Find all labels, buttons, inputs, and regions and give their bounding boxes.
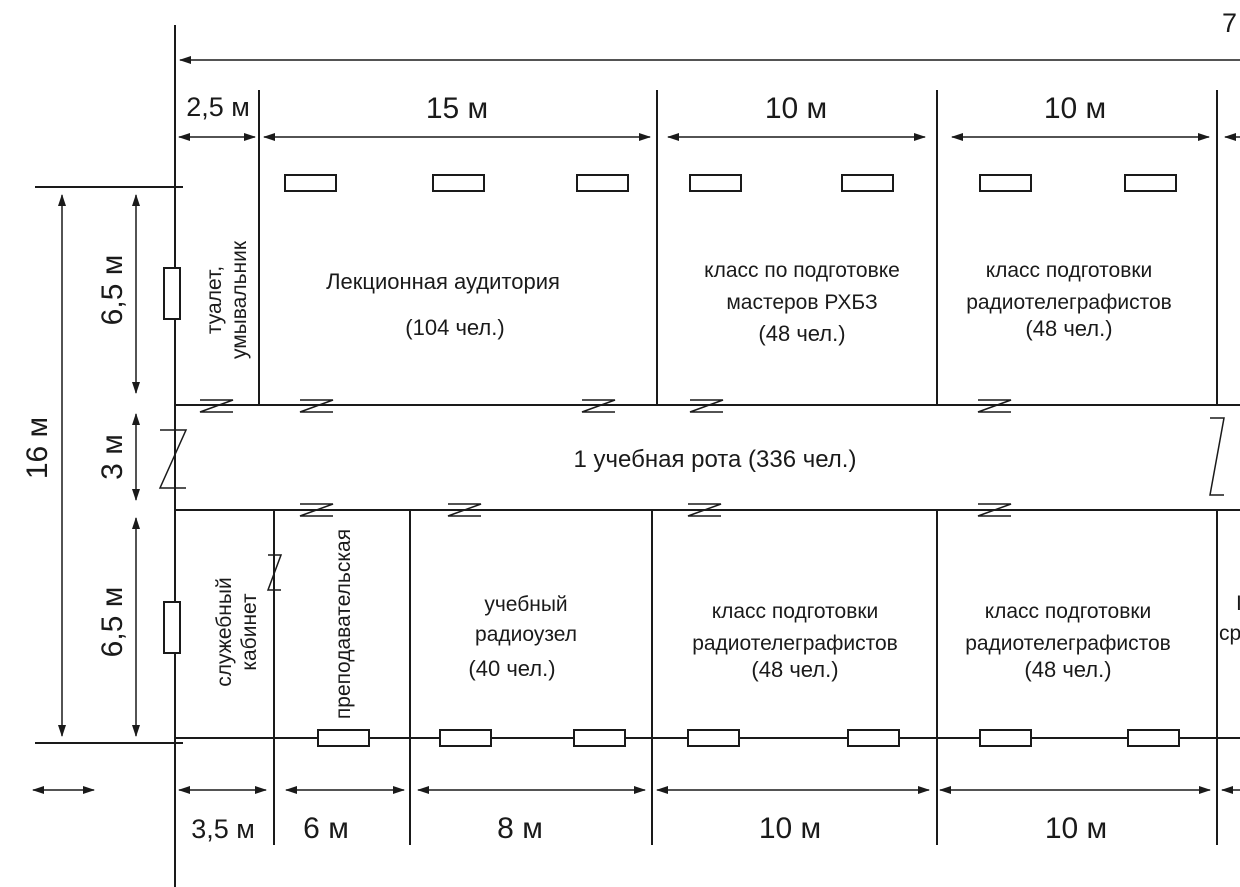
- dim-label-bottom-office: 3,5 м: [191, 814, 255, 844]
- windows: [163, 174, 1180, 747]
- dim-label-top-lecture: 15 м: [426, 92, 488, 125]
- room-label-line: радиотелеграфистов: [965, 632, 1171, 655]
- dim-label-left-bottom-rooms: 6,5 м: [96, 587, 129, 658]
- window: [1124, 174, 1177, 192]
- overall-width-label: 7: [1222, 8, 1237, 38]
- room-label-line: умывальник: [228, 240, 251, 359]
- door-symbol: [447, 503, 482, 517]
- window: [439, 729, 492, 747]
- dim-label-top-toilet: 2,5 м: [186, 92, 250, 122]
- door-symbol: [977, 503, 1012, 517]
- room-label-line: сре: [1219, 622, 1240, 645]
- dim-label-left-top-rooms: 6,5 м: [96, 255, 129, 326]
- room-capacity: (104 чел.): [405, 315, 504, 340]
- window: [163, 601, 181, 654]
- room-capacity: (48 чел.): [1025, 316, 1112, 341]
- door-symbol: [266, 554, 283, 591]
- window: [576, 174, 629, 192]
- room-label-line: класс подготовки: [985, 600, 1152, 623]
- room-label-line: радиоузел: [475, 623, 577, 646]
- room-cut-off: I сре: [1219, 592, 1240, 645]
- window: [979, 729, 1032, 747]
- room-lecture-hall: Лекционная аудитория (104 чел.): [326, 269, 560, 340]
- room-capacity: (48 чел.): [1024, 657, 1111, 682]
- room-label-line: класс подготовки: [712, 600, 879, 623]
- room-capacity: (48 чел.): [758, 321, 845, 346]
- window: [1127, 729, 1180, 747]
- door-symbol: [199, 399, 234, 413]
- window: [847, 729, 900, 747]
- room-capacity: (40 чел.): [468, 656, 555, 681]
- room-radio-node: учебный радиоузел (40 чел.): [468, 593, 577, 681]
- room-label-line: радиотелеграфистов: [692, 632, 898, 655]
- dim-label-top-rhbz: 10 м: [765, 92, 827, 125]
- window: [841, 174, 894, 192]
- door-symbol: [977, 399, 1012, 413]
- door-symbol: [1209, 417, 1225, 496]
- room-radio-class-top: класс подготовки радиотелеграфистов (48 …: [966, 259, 1172, 341]
- room-rhbz-class: класс по подготовке мастеров РХБЗ (48 че…: [704, 259, 900, 346]
- dim-label-bottom-class2: 10 м: [1045, 812, 1107, 845]
- dim-label-top-radio: 10 м: [1044, 92, 1106, 125]
- room-office: служебный кабинет: [213, 577, 261, 686]
- dim-label-bottom-class1: 10 м: [759, 812, 821, 845]
- dim-label-left-total: 16 м: [21, 417, 54, 479]
- door-symbol: [299, 503, 334, 517]
- door-symbol: [687, 503, 722, 517]
- door-symbol: [299, 399, 334, 413]
- room-radio-class-bottom-1: класс подготовки радиотелеграфистов (48 …: [692, 600, 898, 682]
- corridor-label: 1 учебная рота (336 чел.): [574, 446, 857, 473]
- window: [687, 729, 740, 747]
- room-capacity: (48 чел.): [751, 657, 838, 682]
- window: [284, 174, 337, 192]
- door-symbol: [689, 399, 724, 413]
- room-label-line: I: [1236, 592, 1240, 615]
- room-title: Лекционная аудитория: [326, 269, 560, 294]
- room-label-line: мастеров РХБЗ: [726, 291, 877, 314]
- room-radio-class-bottom-2: класс подготовки радиотелеграфистов (48 …: [965, 600, 1171, 682]
- room-label-line: преподавательская: [332, 529, 355, 719]
- window: [163, 267, 181, 320]
- window: [689, 174, 742, 192]
- dimension-arrows: [32, 56, 1240, 794]
- room-label-line: класс подготовки: [986, 259, 1153, 282]
- room-label-line: служебный: [213, 577, 236, 686]
- room-toilet: туалет, умывальник: [203, 240, 251, 359]
- dim-label-bottom-teachers: 6 м: [303, 812, 349, 845]
- dim-label-bottom-radionode: 8 м: [497, 812, 543, 845]
- room-label-line: учебный: [484, 593, 567, 616]
- window: [317, 729, 370, 747]
- dim-label-left-corridor: 3 м: [96, 434, 129, 480]
- doors: [158, 399, 1225, 591]
- room-label-line: класс по подготовке: [704, 259, 900, 282]
- window: [979, 174, 1032, 192]
- room-label-line: радиотелеграфистов: [966, 291, 1172, 314]
- door-symbol: [158, 429, 188, 489]
- door-symbol: [581, 399, 616, 413]
- room-label-line: кабинет: [238, 593, 261, 671]
- window: [573, 729, 626, 747]
- room-teachers: преподавательская: [332, 529, 355, 719]
- room-label-line: туалет,: [203, 266, 226, 334]
- window: [432, 174, 485, 192]
